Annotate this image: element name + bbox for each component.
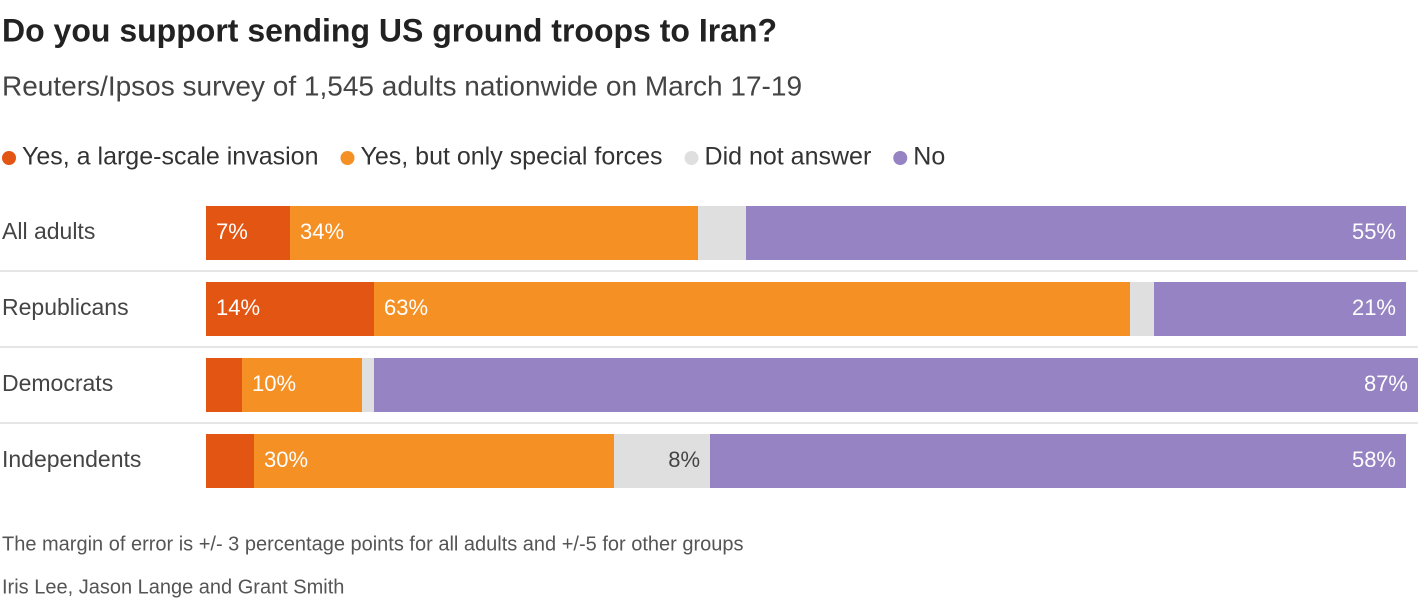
legend-label: Did not answer — [705, 143, 872, 171]
bar-segment — [1154, 282, 1406, 336]
bar-segment — [206, 206, 290, 260]
value-label: 87% — [1364, 371, 1408, 396]
legend-label: Yes, a large-scale invasion — [22, 143, 318, 171]
category-label: Democrats — [2, 370, 113, 396]
bar-segment — [1130, 282, 1154, 336]
legend-label: Yes, but only special forces — [360, 143, 662, 171]
value-label: 10% — [252, 371, 296, 396]
chart-title: Do you support sending US ground troops … — [2, 12, 777, 48]
bar-segment — [374, 282, 1130, 336]
value-label: 7% — [216, 219, 248, 244]
value-label: 30% — [264, 447, 308, 472]
value-label: 63% — [384, 295, 428, 320]
legend-swatch — [340, 151, 355, 165]
value-label: 8% — [668, 447, 700, 472]
legend-label: No — [913, 143, 945, 171]
bar-segment — [290, 206, 698, 260]
value-label: 58% — [1352, 447, 1396, 472]
category-label: Independents — [2, 446, 141, 472]
bar-segment — [206, 358, 242, 412]
bar-segment — [362, 358, 374, 412]
credit: Iris Lee, Jason Lange and Grant Smith — [2, 576, 344, 598]
value-label: 14% — [216, 295, 260, 320]
note: The margin of error is +/- 3 percentage … — [2, 533, 744, 555]
bar-segment — [242, 358, 362, 412]
bar-segment — [746, 206, 1406, 260]
bar-segment — [254, 434, 614, 488]
bar-segment — [374, 358, 1418, 412]
chart-subtitle: Reuters/Ipsos survey of 1,545 adults nat… — [2, 70, 802, 101]
bar-segment — [698, 206, 746, 260]
bar-segment — [206, 434, 254, 488]
legend-swatch — [893, 151, 908, 165]
bar-segment — [206, 282, 374, 336]
category-label: All adults — [2, 218, 95, 244]
category-label: Republicans — [2, 294, 129, 320]
legend-swatch — [684, 151, 699, 165]
legend-swatch — [2, 151, 16, 165]
value-label: 55% — [1352, 219, 1396, 244]
bar-segment — [710, 434, 1406, 488]
bar-segment — [614, 434, 710, 488]
value-label: 21% — [1352, 295, 1396, 320]
value-label: 34% — [300, 219, 344, 244]
